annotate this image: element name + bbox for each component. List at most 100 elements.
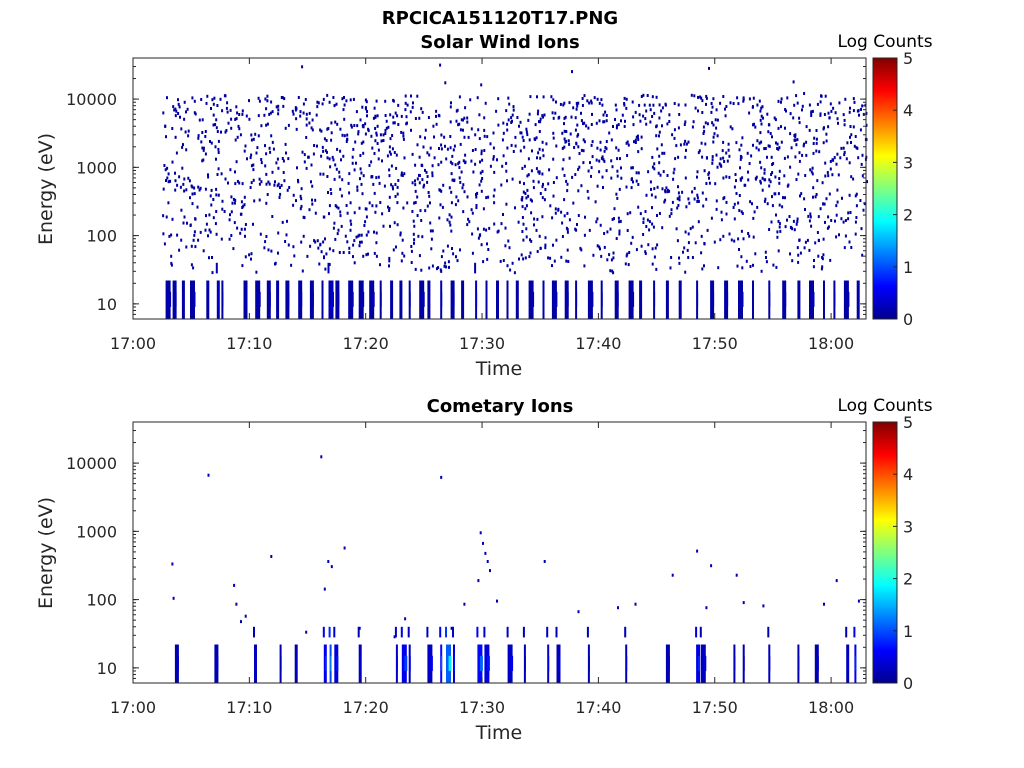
count-pixel	[784, 108, 787, 111]
count-pixel	[244, 614, 247, 618]
count-pixel	[624, 262, 627, 266]
count-pixel	[678, 195, 681, 199]
count-pixel	[808, 128, 811, 132]
count-pixel	[504, 226, 507, 230]
count-pixel	[232, 247, 235, 251]
count-pixel	[573, 146, 576, 149]
count-pixel	[783, 156, 786, 160]
count-pixel	[587, 126, 590, 130]
count-pixel	[406, 121, 408, 125]
count-pixel	[214, 123, 217, 126]
count-pixel	[230, 126, 233, 130]
count-pixel	[568, 156, 571, 160]
count-pixel	[850, 175, 853, 179]
count-pixel	[527, 194, 530, 198]
count-pixel	[696, 200, 699, 203]
count-pixel	[825, 197, 828, 201]
count-pixel	[627, 143, 630, 147]
count-pixel	[725, 151, 728, 155]
count-pixel	[527, 118, 530, 122]
count-pixel	[857, 109, 860, 113]
count-pixel	[601, 175, 604, 179]
count-pixel	[284, 126, 287, 130]
count-pixel	[533, 223, 535, 227]
count-pixel	[177, 98, 179, 102]
count-pixel	[360, 233, 363, 237]
burst-upper	[452, 626, 454, 638]
count-pixel	[343, 117, 346, 121]
count-pixel	[685, 205, 688, 209]
count-pixel	[760, 269, 763, 273]
y-tick-label: 1000	[76, 522, 117, 541]
count-pixel	[449, 135, 452, 138]
count-pixel	[539, 192, 542, 195]
count-pixel	[235, 117, 238, 121]
count-pixel	[653, 167, 656, 171]
count-pixel	[756, 139, 759, 143]
count-pixel	[433, 156, 436, 160]
count-pixel	[359, 154, 362, 157]
count-pixel	[701, 155, 704, 159]
count-pixel	[683, 142, 686, 146]
count-pixel	[164, 168, 167, 172]
count-pixel	[164, 124, 167, 128]
count-pixel	[520, 131, 523, 135]
count-pixel	[854, 194, 857, 198]
count-pixel	[590, 123, 593, 126]
count-pixel	[334, 163, 337, 167]
count-pixel	[367, 252, 369, 256]
count-pixel	[174, 114, 177, 118]
count-pixel	[786, 184, 789, 188]
count-pixel	[716, 134, 719, 138]
count-pixel	[332, 226, 335, 230]
count-pixel	[376, 114, 379, 118]
count-pixel	[165, 215, 168, 219]
count-pixel	[777, 219, 780, 223]
count-pixel	[447, 260, 450, 264]
count-pixel	[842, 220, 845, 224]
burst-upper	[474, 262, 477, 274]
count-pixel	[418, 173, 420, 177]
count-pixel	[557, 207, 560, 211]
count-pixel	[824, 161, 827, 165]
count-pixel	[388, 207, 391, 210]
count-pixel	[470, 127, 473, 131]
count-pixel	[836, 117, 839, 121]
burst-core	[174, 291, 177, 307]
count-pixel	[263, 113, 266, 117]
count-pixel	[733, 185, 736, 189]
count-pixel	[725, 200, 728, 204]
count-pixel	[525, 127, 528, 131]
burst-upper	[357, 626, 360, 638]
count-pixel	[612, 256, 615, 260]
count-pixel	[596, 217, 599, 221]
count-pixel	[343, 134, 346, 138]
count-pixel	[661, 226, 664, 230]
count-pixel	[687, 232, 690, 236]
count-pixel	[771, 195, 773, 199]
y-tick-label: 10	[97, 659, 117, 678]
count-pixel	[388, 264, 390, 268]
count-pixel	[676, 197, 679, 201]
colorbar-tick-label: 1	[903, 622, 913, 641]
count-pixel	[450, 215, 453, 219]
count-pixel	[241, 182, 244, 186]
count-pixel	[666, 190, 669, 194]
count-pixel	[759, 160, 762, 164]
count-pixel	[653, 111, 656, 115]
count-pixel	[229, 108, 232, 112]
count-pixel	[252, 137, 255, 141]
count-pixel	[433, 135, 435, 139]
count-pixel	[640, 147, 643, 151]
burst-core	[712, 291, 715, 307]
count-pixel	[768, 228, 771, 231]
count-pixel	[168, 234, 171, 238]
count-pixel	[734, 173, 737, 176]
count-pixel	[764, 147, 767, 150]
count-pixel	[496, 599, 498, 603]
count-pixel	[227, 181, 229, 185]
count-pixel	[236, 135, 239, 139]
count-pixel	[763, 147, 766, 151]
count-pixel	[796, 138, 799, 142]
count-pixel	[349, 228, 352, 232]
